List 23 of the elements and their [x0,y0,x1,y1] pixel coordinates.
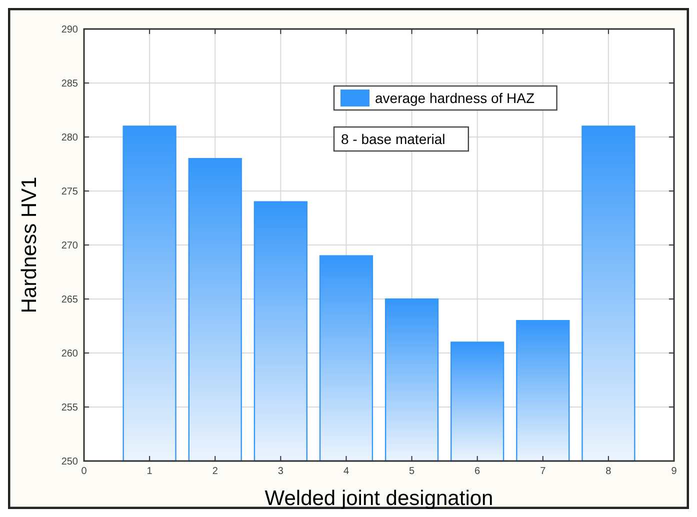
y-tick-label: 290 [61,24,78,36]
y-tick-label: 285 [61,78,78,90]
y-tick-label: 250 [61,456,78,468]
x-tick-label: 5 [408,466,415,477]
y-tick-label: 265 [61,294,78,306]
x-tick-label: 3 [278,466,284,477]
legend-label: average hardness of HAZ [375,90,535,106]
x-tick-label: 6 [474,466,481,477]
annotation: 8 - base material [341,131,446,147]
x-tick-label: 4 [343,466,350,477]
y-axis-title: Hardness HV1 [18,176,41,314]
x-tick-label: 2 [212,466,218,477]
x-tick-label: 0 [81,466,88,477]
y-tick-label: 275 [61,186,78,198]
y-tick-label: 255 [61,402,78,414]
x-tick-label: 1 [146,466,153,477]
x-tick-label: 8 [606,466,612,477]
y-tick-label: 260 [61,348,78,360]
x-tick-label: 7 [540,466,546,477]
x-axis-title: Welded joint designation [264,487,494,510]
x-tick-label: 9 [671,466,678,477]
y-tick-label: 270 [61,240,78,252]
y-tick-label: 280 [61,132,78,144]
